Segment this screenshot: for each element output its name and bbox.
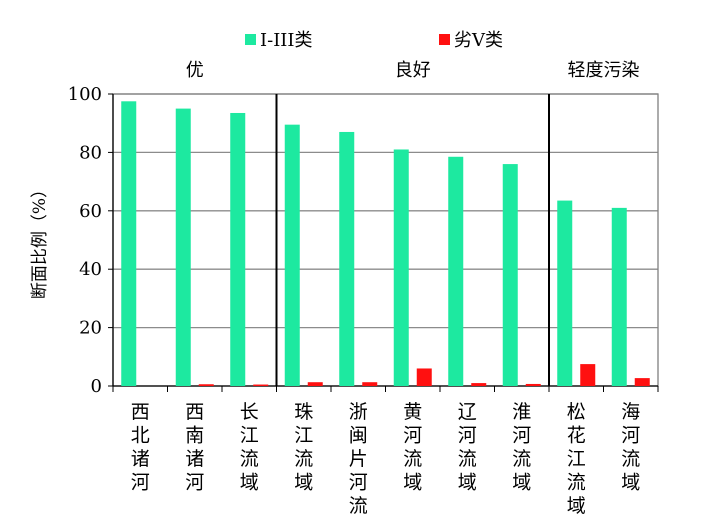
x-category-label: 江: [240, 425, 259, 447]
x-category-label: 河: [185, 472, 204, 494]
x-category-label: 河: [458, 425, 477, 447]
group-label: 良好: [395, 60, 431, 81]
x-category-label: 流: [567, 472, 586, 494]
legend-swatch-i-iii: [245, 34, 256, 45]
x-category-label: 长: [240, 401, 259, 423]
bar-i-iii: [230, 112, 246, 386]
x-category-label: 北: [131, 425, 150, 447]
x-category-label: 黄: [403, 401, 422, 423]
bar-below-v: [362, 382, 378, 386]
x-category-label: 松: [567, 401, 586, 423]
x-category-label: 域: [294, 472, 313, 494]
x-category-label: 诸: [131, 448, 150, 470]
bar-i-iii: [611, 207, 627, 386]
y-axis-label: 断面比例（%）: [30, 181, 50, 299]
y-tick-label: 80: [79, 142, 102, 163]
bar-below-v: [580, 364, 596, 386]
x-category-label: 辽: [458, 401, 477, 423]
x-category-label: 淮: [512, 401, 531, 423]
x-category-label: 片: [349, 448, 368, 470]
x-category-label: 诸: [185, 448, 204, 470]
x-category-label: 江: [294, 425, 313, 447]
x-category-label: 河: [403, 425, 422, 447]
group-label: 优: [186, 60, 204, 81]
x-category-label: 浙: [349, 401, 368, 423]
bar-below-v: [253, 384, 269, 386]
y-tick-label: 60: [79, 201, 102, 222]
legend-label-i-iii: I-III类: [260, 30, 313, 51]
x-category-label: 海: [621, 401, 640, 423]
x-category-label: 南: [185, 425, 204, 447]
x-category-label: 流: [621, 448, 640, 470]
x-category-label: 河: [349, 472, 368, 494]
bar-i-iii: [557, 200, 573, 386]
plot-border: [112, 93, 659, 387]
x-category-label: 珠: [294, 401, 313, 423]
x-category-label: 域: [512, 472, 531, 494]
y-tick-label: 100: [68, 84, 102, 105]
legend-swatch-below-v: [439, 34, 450, 45]
bar-i-iii: [339, 131, 355, 386]
group-label: 轻度污染: [568, 60, 640, 81]
bar-below-v: [307, 382, 323, 386]
x-category-label: 流: [403, 448, 422, 470]
bar-i-iii: [448, 156, 464, 386]
x-category-label: 花: [567, 425, 586, 447]
bar-i-iii: [121, 101, 137, 387]
y-tick-label: 40: [79, 259, 102, 280]
bar-i-iii: [502, 164, 518, 386]
x-category-label: 流: [240, 448, 259, 470]
x-category-label: 江: [567, 448, 586, 470]
x-category-label: 西: [131, 401, 150, 423]
bar-below-v: [525, 383, 541, 386]
bar-below-v: [471, 383, 487, 386]
bar-below-v: [198, 384, 214, 386]
y-tick-label: 0: [91, 376, 102, 397]
legend-label-below-v: 劣V类: [454, 30, 503, 51]
x-category-label: 河: [621, 425, 640, 447]
x-category-label: 域: [567, 495, 586, 517]
x-category-label: 域: [403, 472, 422, 494]
x-category-label: 河: [512, 425, 531, 447]
x-category-label: 流: [349, 495, 368, 517]
bar-i-iii: [175, 108, 191, 386]
x-category-label: 闽: [349, 425, 368, 447]
x-category-label: 域: [621, 472, 640, 494]
bar-i-iii: [284, 124, 300, 386]
bar-i-iii: [393, 149, 409, 386]
bar-below-v: [416, 368, 432, 386]
bar-below-v: [634, 378, 650, 386]
x-category-label: 流: [458, 448, 477, 470]
x-category-label: 流: [512, 448, 531, 470]
x-category-label: 西: [185, 401, 204, 423]
legend: I-III类 劣V类: [245, 30, 503, 51]
x-category-label: 域: [458, 472, 477, 494]
y-tick-label: 20: [79, 318, 102, 339]
x-category-label: 流: [294, 448, 313, 470]
x-category-label: 域: [240, 472, 259, 494]
x-category-label: 河: [131, 472, 150, 494]
